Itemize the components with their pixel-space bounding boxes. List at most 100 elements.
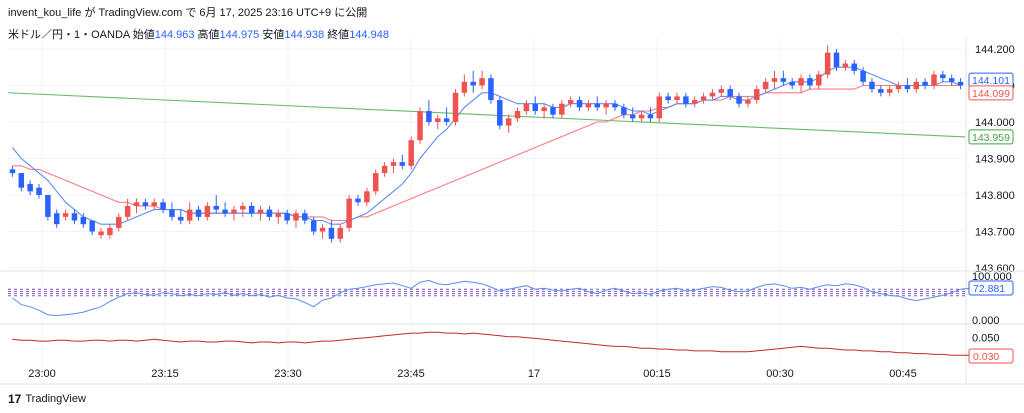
candle-body bbox=[36, 187, 42, 195]
candle-body bbox=[895, 85, 902, 90]
candle-body bbox=[195, 209, 202, 217]
candle-body bbox=[27, 184, 33, 192]
osc-tick-label: 0.050 bbox=[972, 333, 1000, 345]
y-tick-label: 143.600 bbox=[975, 263, 1015, 275]
candle-body bbox=[381, 165, 388, 174]
candle-body bbox=[479, 78, 485, 86]
high-label: 高値 bbox=[197, 29, 220, 41]
rsi-last-label: 72.881 bbox=[973, 283, 1005, 295]
candle-body bbox=[9, 169, 16, 174]
candle-body bbox=[727, 89, 733, 97]
ohlc-legend: 米ドル／円・1・OANDA 始値144.963 高値144.975 安値144.… bbox=[8, 26, 389, 42]
candle-body bbox=[789, 81, 795, 86]
open-label: 始値 bbox=[132, 29, 155, 41]
candle-body bbox=[310, 220, 317, 232]
candle-body bbox=[248, 205, 255, 214]
candle-body bbox=[532, 103, 538, 112]
candle-body bbox=[284, 213, 290, 221]
y-tick-label: 143.800 bbox=[975, 190, 1015, 202]
candle-body bbox=[603, 103, 609, 108]
price-label: 144.101 bbox=[972, 75, 1010, 87]
rsi-tick-label: 100.000 bbox=[972, 271, 1012, 283]
candle-body bbox=[514, 111, 521, 119]
candle-body bbox=[222, 209, 228, 214]
oscillator-line bbox=[12, 331, 979, 356]
candle-body bbox=[240, 205, 246, 210]
candle-body bbox=[275, 213, 282, 217]
candle-body bbox=[541, 107, 547, 112]
price-label: 144.099 bbox=[972, 88, 1010, 100]
candle-body bbox=[860, 70, 866, 82]
candle-body bbox=[80, 216, 87, 225]
x-tick-label: 00:30 bbox=[766, 368, 794, 380]
candle-body bbox=[940, 74, 946, 79]
close-label: 終値 bbox=[327, 29, 350, 41]
candle-body bbox=[824, 52, 831, 75]
price-label: 143.959 bbox=[972, 132, 1010, 144]
candle-body bbox=[160, 202, 166, 210]
candle-body bbox=[372, 173, 379, 192]
candle-body bbox=[656, 96, 663, 119]
brand-name: TradingView bbox=[25, 393, 86, 405]
rsi-line bbox=[12, 279, 988, 317]
candle-body bbox=[435, 118, 441, 122]
candle-body bbox=[780, 78, 787, 82]
candle-body bbox=[417, 111, 423, 141]
candle-body bbox=[904, 85, 911, 90]
candle-body bbox=[957, 81, 964, 86]
candle-body bbox=[878, 89, 884, 93]
candle-body bbox=[700, 96, 707, 101]
candle-body bbox=[62, 213, 69, 217]
y-tick-label: 144.200 bbox=[975, 44, 1015, 56]
candle-body bbox=[390, 162, 397, 166]
candle-body bbox=[346, 198, 352, 228]
rsi-tick-label: 0.000 bbox=[972, 315, 1000, 327]
candle-body bbox=[169, 209, 175, 217]
candle-body bbox=[762, 81, 769, 90]
candle-body bbox=[851, 63, 857, 71]
candle-body bbox=[629, 114, 636, 119]
symbol-label: 米ドル／円・1・OANDA bbox=[8, 29, 130, 41]
footer: 17 TradingView bbox=[8, 392, 86, 406]
candle-body bbox=[328, 227, 335, 239]
candle-body bbox=[948, 78, 955, 82]
candle-body bbox=[497, 100, 503, 126]
candle-body bbox=[621, 107, 627, 115]
candle-body bbox=[364, 191, 370, 203]
candle-body bbox=[559, 103, 565, 115]
candle-body bbox=[488, 78, 494, 101]
candle-body bbox=[452, 92, 459, 122]
ma-long-line bbox=[7, 92, 966, 138]
candle-body bbox=[53, 213, 60, 225]
candle-body bbox=[151, 202, 157, 206]
candle-body bbox=[567, 100, 574, 104]
candle-body bbox=[470, 81, 476, 86]
candle-body bbox=[798, 78, 804, 86]
y-tick-label: 143.700 bbox=[975, 226, 1015, 238]
candle-body bbox=[408, 140, 414, 166]
high-value: 144.975 bbox=[219, 29, 260, 41]
candle-body bbox=[709, 92, 716, 97]
candle-body bbox=[869, 81, 875, 90]
candle-body bbox=[355, 198, 361, 203]
x-tick-label: 17 bbox=[528, 368, 540, 380]
candle-body bbox=[98, 231, 104, 236]
candle-body bbox=[116, 216, 122, 228]
candle-body bbox=[443, 118, 450, 122]
candle-body bbox=[736, 96, 742, 104]
candle-body bbox=[178, 216, 184, 221]
candle-body bbox=[231, 209, 237, 214]
candle-body bbox=[745, 100, 751, 104]
candle-body bbox=[913, 81, 920, 90]
candle-body bbox=[665, 96, 671, 101]
price-label-box bbox=[968, 129, 1014, 145]
candle-body bbox=[319, 227, 326, 232]
osc-last-label-box bbox=[968, 348, 1014, 364]
candle-body bbox=[807, 78, 813, 86]
osc-last-label: 0.030 bbox=[973, 351, 999, 363]
price-label-box bbox=[968, 85, 1014, 101]
candle-body bbox=[142, 202, 149, 206]
candle-body bbox=[585, 103, 592, 108]
y-tick-label: 144.000 bbox=[975, 117, 1015, 129]
